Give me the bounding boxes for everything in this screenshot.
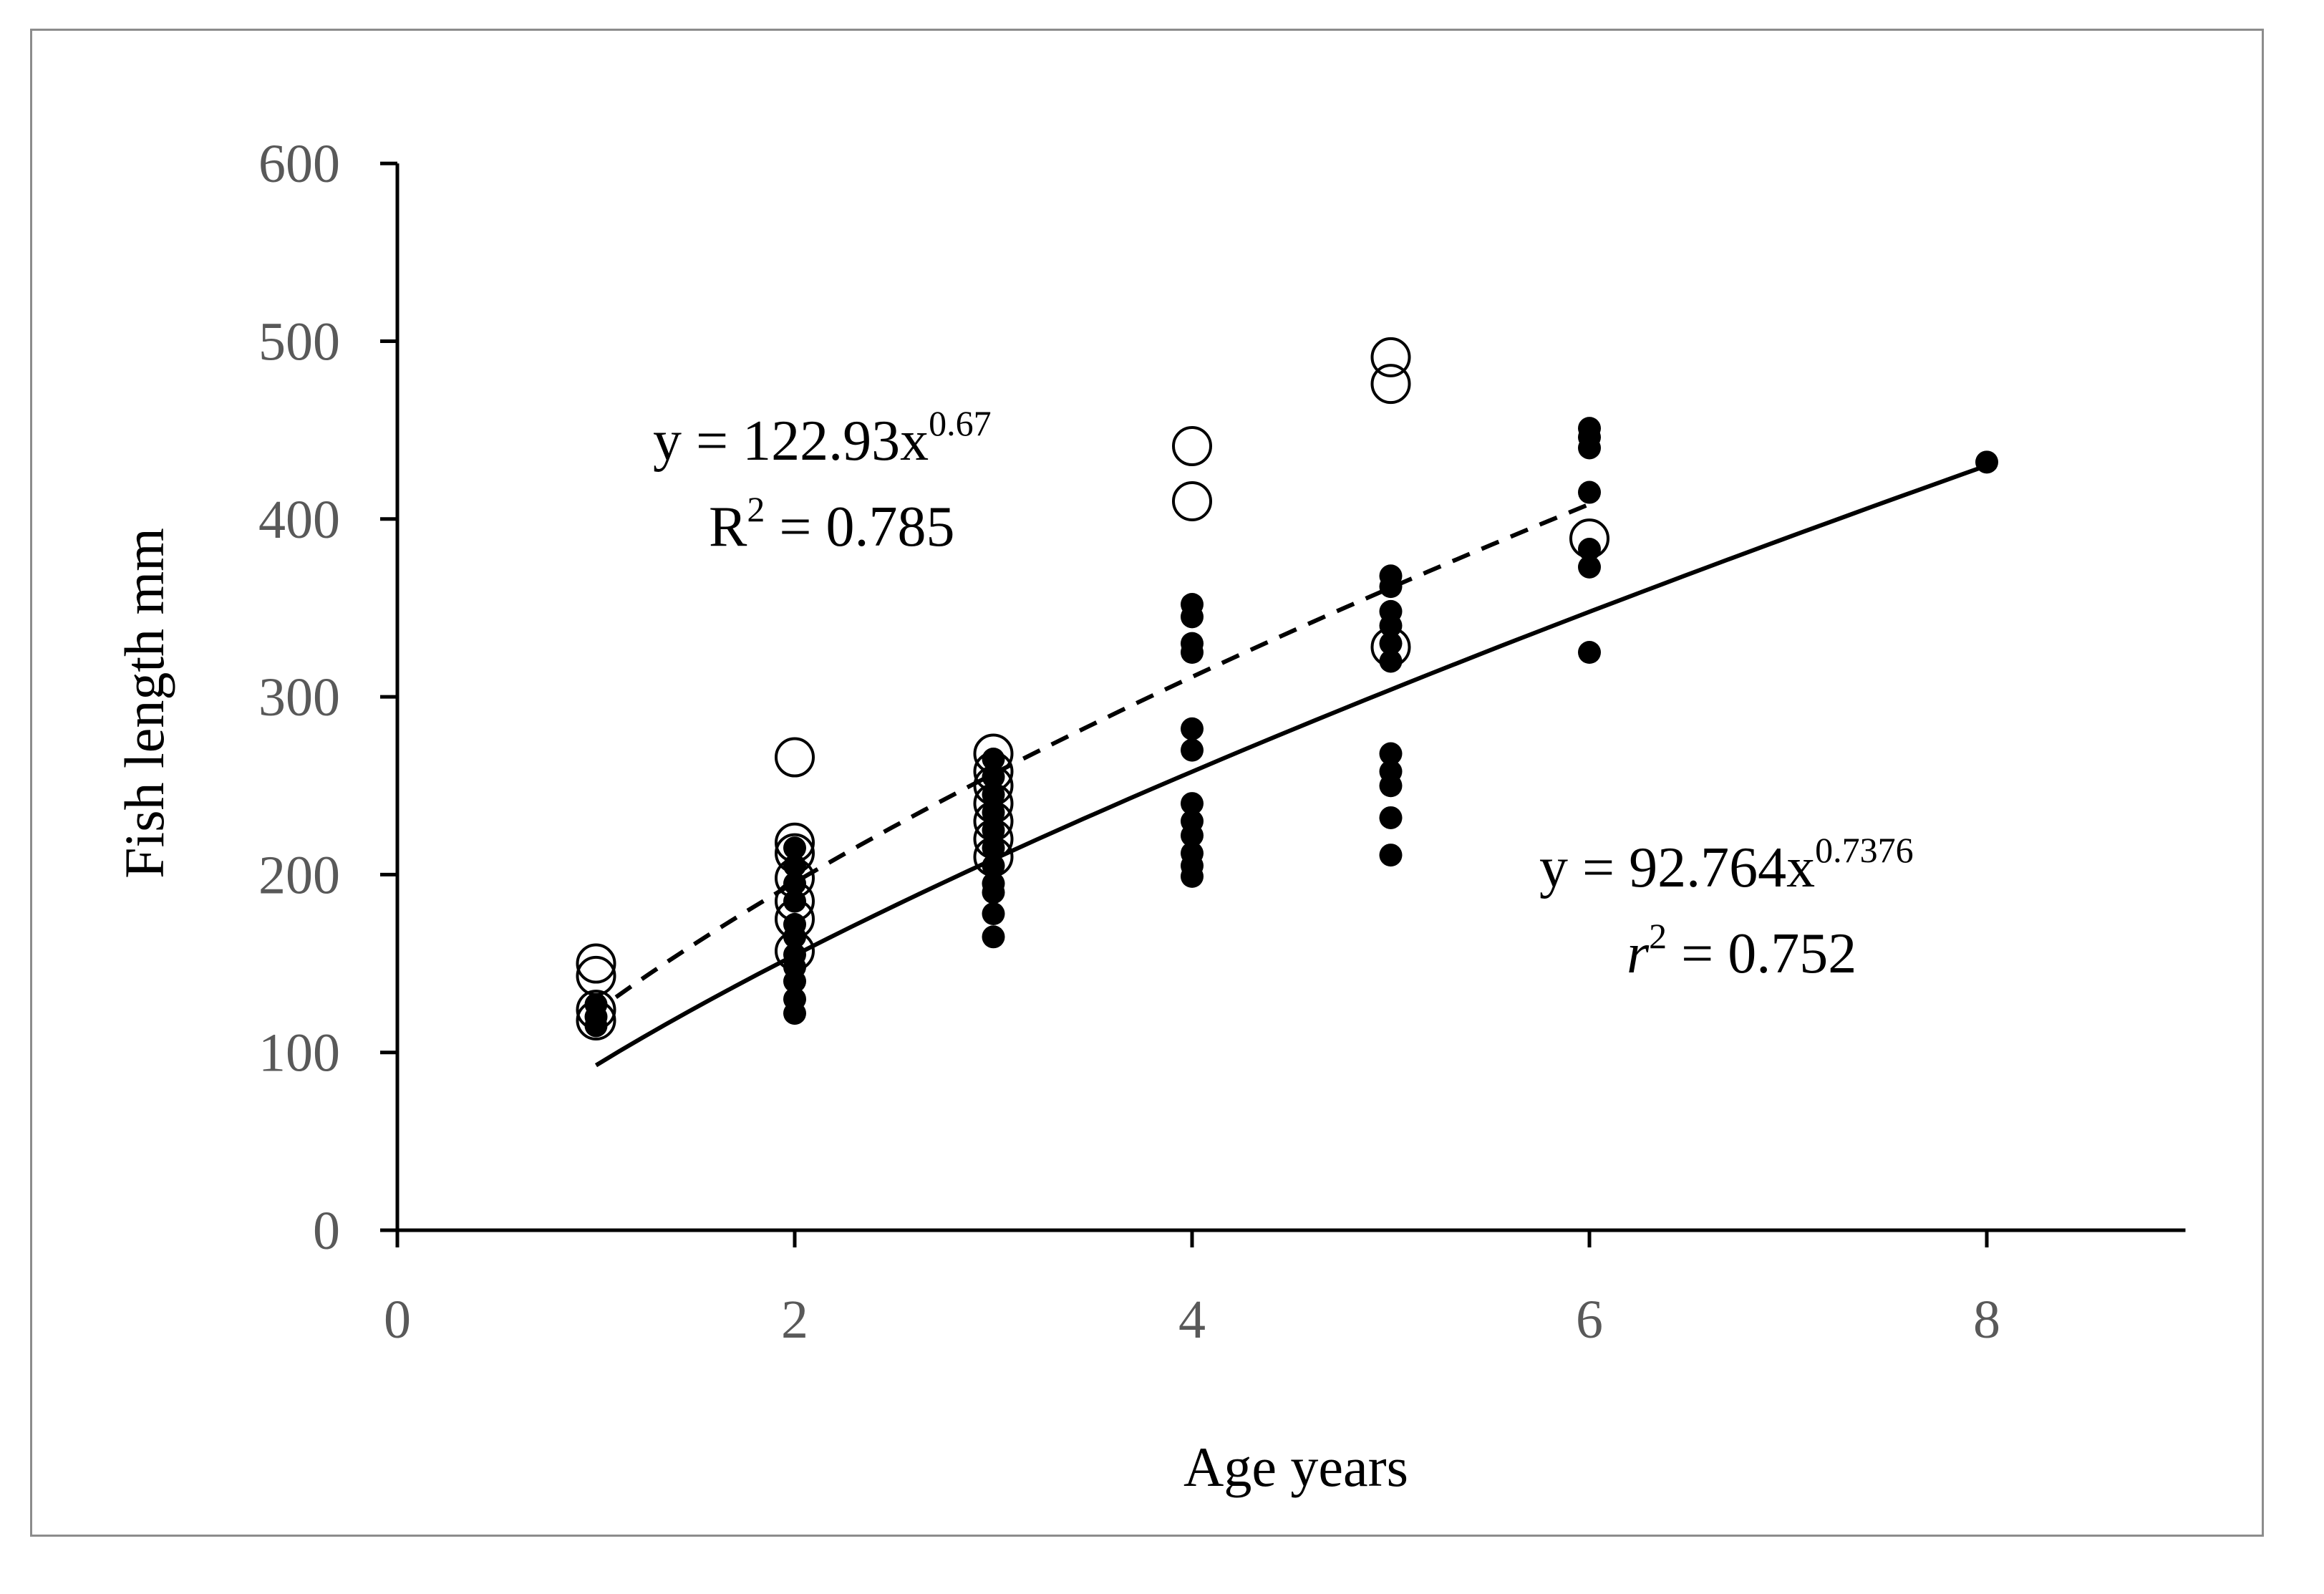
filled-circle-point (783, 854, 806, 877)
filled-circle-point (982, 801, 1005, 824)
open-fit-r2-symbol: R (709, 496, 747, 559)
filled-circle-point (1379, 649, 1403, 673)
open-fit-equation-text: y = 122.93x (653, 410, 929, 473)
filled-circle-point (982, 748, 1005, 771)
open-fit-r2-exp: 2 (747, 489, 765, 529)
filled-circle-point (1379, 575, 1403, 599)
filled-fit-line (594, 463, 1988, 1068)
y-tick-label: 400 (258, 490, 340, 550)
y-tick-label: 600 (258, 134, 340, 194)
open-circle-point (1370, 337, 1411, 377)
y-tick-label: 500 (258, 312, 340, 372)
filled-fit-equation: y = 92.764x0.7376 (1539, 830, 1914, 899)
filled-circle-point (1379, 742, 1403, 765)
filled-fit-equation-text: y = 92.764x (1539, 836, 1815, 899)
x-tick-label: 8 (1973, 1290, 2000, 1350)
filled-circle-point (783, 871, 806, 895)
open-fit-exponent: 0.67 (929, 403, 992, 443)
y-tick-label: 0 (313, 1201, 340, 1261)
open-fit-line (614, 502, 1591, 1000)
open-circle-point (576, 943, 616, 984)
open-fit-equation: y = 122.93x0.67 (653, 403, 992, 473)
filled-circle-point (982, 925, 1005, 949)
filled-fit-r2-symbol: r (1627, 922, 1650, 985)
y-tick-label: 100 (258, 1023, 340, 1083)
filled-circle-point (1181, 864, 1204, 888)
filled-circle-series (584, 417, 1998, 1038)
filled-circle-point (584, 1014, 608, 1038)
filled-circle-point (783, 925, 806, 949)
filled-circle-point (1578, 538, 1601, 561)
x-axis-title: Age years (1183, 1436, 1408, 1498)
x-tick-label: 0 (384, 1290, 411, 1350)
y-tick-label: 300 (258, 667, 340, 728)
tick-labels: 0 2 4 6 8 0 100 200 300 400 500 600 (258, 134, 2000, 1350)
filled-fit-r2: r2 = 0.752 (1627, 916, 1856, 985)
filled-circle-point (783, 970, 806, 993)
open-circle-point (1172, 425, 1212, 466)
filled-circle-point (1379, 632, 1403, 655)
filled-fit-r2-value: = 0.752 (1667, 922, 1856, 985)
filled-circle-point (1578, 641, 1601, 665)
open-fit-r2-value: = 0.785 (765, 496, 954, 559)
filled-circle-point (1578, 555, 1601, 579)
open-fit-r2: R2 = 0.785 (709, 489, 954, 559)
filled-circle-point (1181, 717, 1204, 740)
open-circle-point (775, 737, 815, 778)
y-tick-label: 200 (258, 845, 340, 905)
filled-circle-point (982, 836, 1005, 860)
filled-circle-point (982, 881, 1005, 904)
filled-circle-point (783, 1002, 806, 1025)
open-circle-point (1172, 480, 1212, 521)
filled-circle-point (982, 902, 1005, 926)
filled-circle-point (1181, 605, 1204, 629)
filled-circle-point (1379, 614, 1403, 637)
x-tick-label: 4 (1178, 1290, 1206, 1350)
filled-circle-point (1181, 823, 1204, 847)
filled-circle-point (1181, 738, 1204, 762)
y-axis-title: Fish length mm (113, 528, 175, 879)
open-circle-point (1370, 364, 1411, 405)
filled-circle-point (982, 854, 1005, 877)
axes (380, 161, 2186, 1247)
filled-fit-r2-exp: 2 (1649, 916, 1667, 956)
figure-frame (30, 29, 2264, 1537)
x-tick-label: 6 (1576, 1290, 1603, 1350)
filled-fit-exponent: 0.7376 (1815, 830, 1914, 870)
filled-circle-point (1181, 641, 1204, 665)
x-tick-label: 2 (781, 1290, 808, 1350)
filled-circle-point (1379, 844, 1403, 867)
filled-circle-point (1379, 774, 1403, 798)
filled-circle-point (1975, 450, 1998, 474)
filled-circle-point (783, 836, 806, 860)
filled-circle-point (1379, 806, 1403, 829)
filled-circle-point (982, 783, 1005, 806)
filled-circle-point (982, 765, 1005, 788)
filled-circle-point (982, 818, 1005, 842)
filled-circle-point (1578, 436, 1601, 460)
filled-circle-point (783, 889, 806, 913)
filled-circle-point (1578, 480, 1601, 504)
filled-circle-point (1181, 792, 1204, 816)
